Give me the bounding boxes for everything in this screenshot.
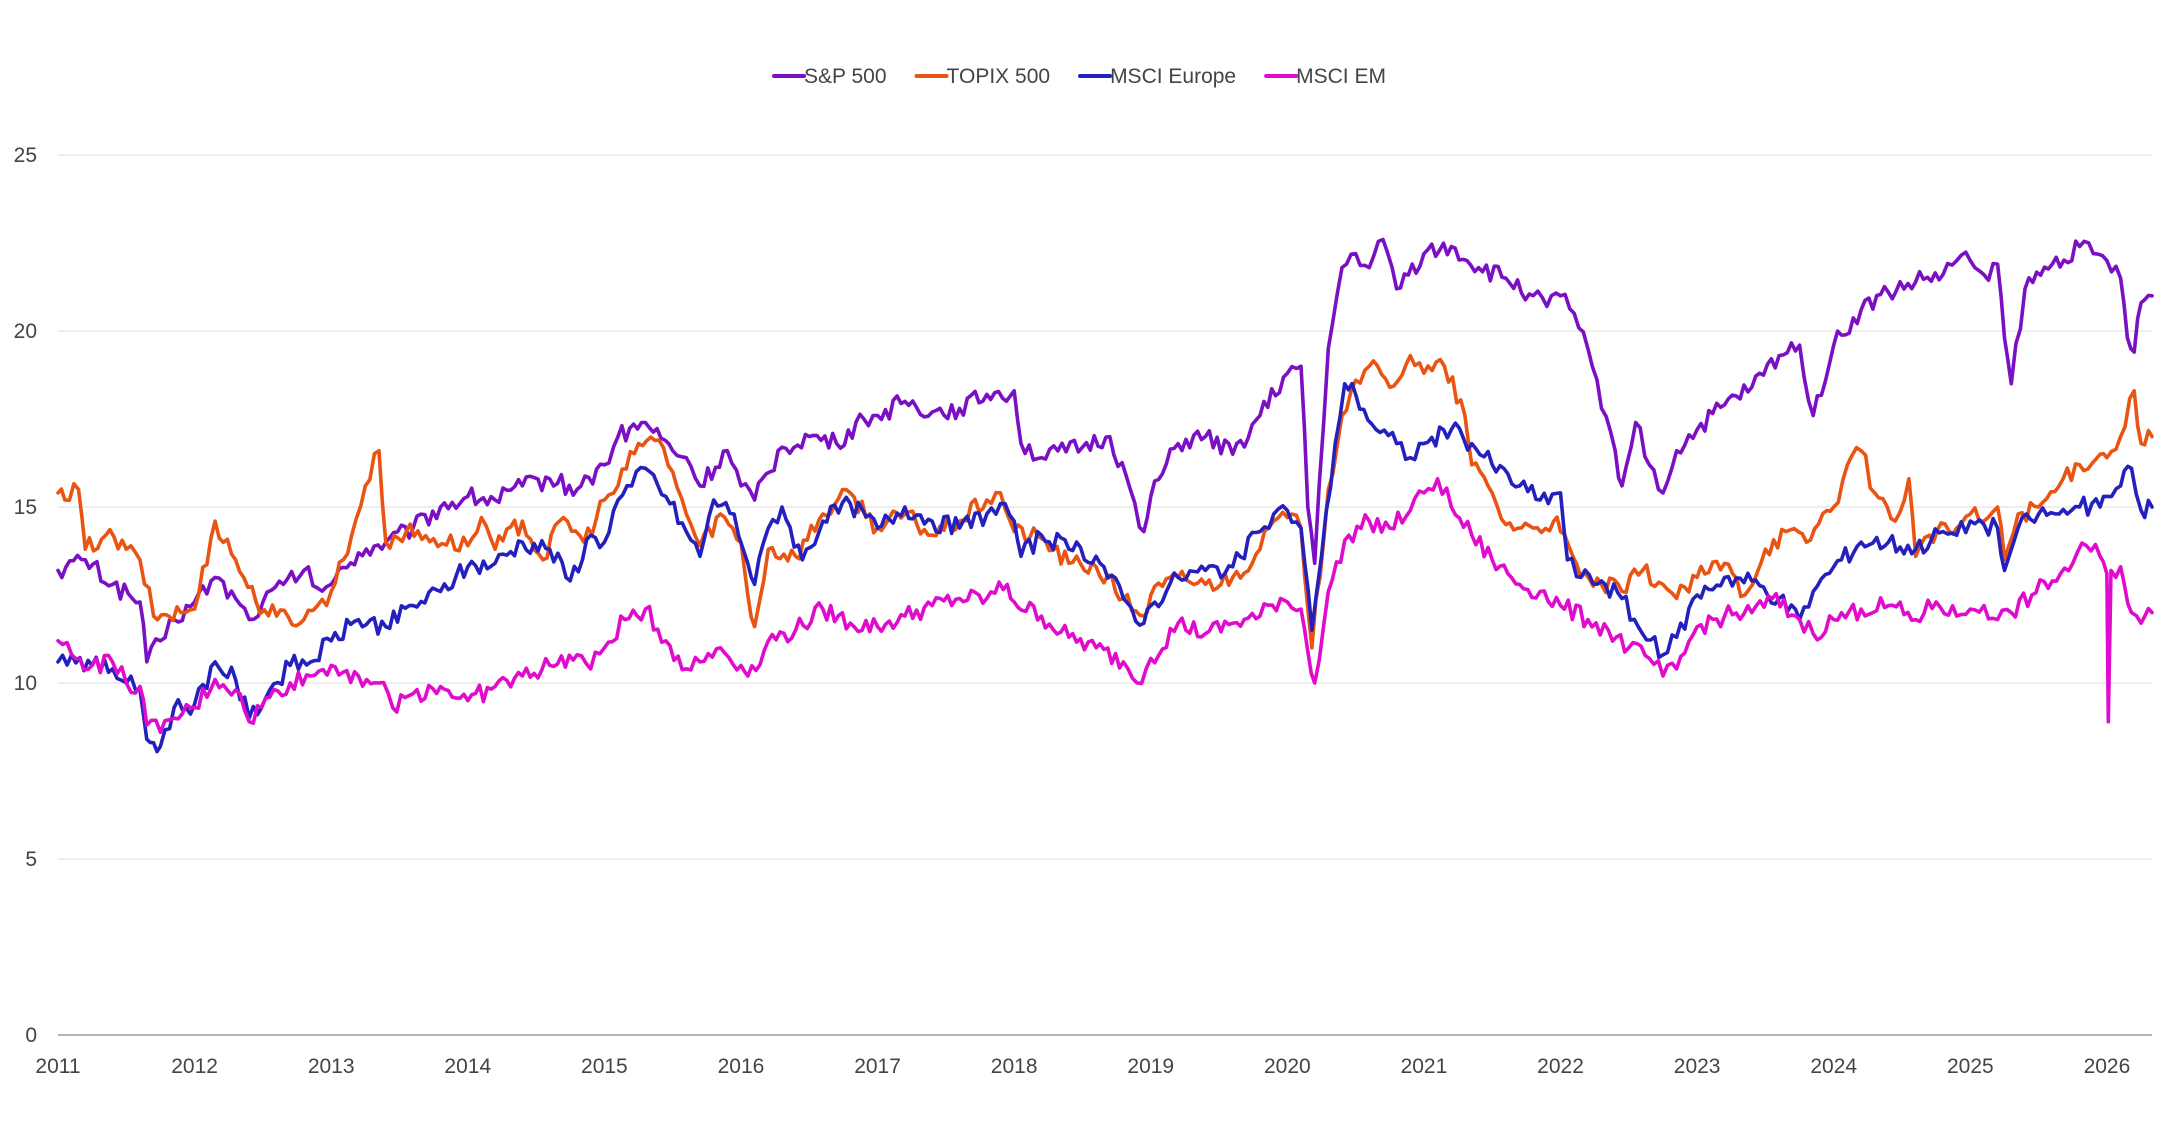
x-tick-label: 2024 xyxy=(1810,1055,1857,1078)
x-tick-label: 2013 xyxy=(308,1055,355,1078)
x-axis-tick-labels: 2011 2012 2013 2014 2015 2016 2017 2018 2019 2020… xyxy=(35,1055,2130,1078)
x-tick-label: 2014 xyxy=(444,1055,491,1078)
series-lines xyxy=(56,237,2154,754)
legend-label: S&P 500 xyxy=(804,65,887,88)
series-line-topix-500 xyxy=(56,353,2154,650)
x-tick-label: 2026 xyxy=(2084,1055,2131,1078)
x-tick-label: 2021 xyxy=(1401,1055,1448,1078)
y-tick-label: 5 xyxy=(25,848,37,871)
y-tick-label: 25 xyxy=(14,144,37,167)
x-tick-label: 2019 xyxy=(1127,1055,1174,1078)
x-tick-label: 2025 xyxy=(1947,1055,1994,1078)
x-tick-label: 2023 xyxy=(1674,1055,1721,1078)
x-tick-label: 2016 xyxy=(718,1055,765,1078)
legend-item: TOPIX 500 xyxy=(914,65,1051,88)
series-line-s-p-500 xyxy=(56,237,2154,664)
x-tick-label: 2015 xyxy=(581,1055,628,1078)
legend-label: TOPIX 500 xyxy=(947,65,1051,88)
x-tick-label: 2017 xyxy=(854,1055,901,1078)
x-tick-label: 2011 xyxy=(35,1055,80,1078)
legend-item: S&P 500 xyxy=(772,65,887,88)
series-line-msci-em xyxy=(56,477,2154,735)
x-tick-label: 2020 xyxy=(1264,1055,1311,1078)
x-tick-label: 2018 xyxy=(991,1055,1038,1078)
legend-item: MSCI EM xyxy=(1264,65,1386,88)
series-line-msci-europe xyxy=(56,381,2154,754)
y-axis-tick-labels: 0 5 10 15 20 25 xyxy=(14,144,37,1047)
x-tick-label: 2022 xyxy=(1537,1055,1584,1078)
legend-label: MSCI EM xyxy=(1296,65,1386,88)
y-tick-label: 0 xyxy=(25,1024,37,1047)
y-tick-label: 10 xyxy=(14,672,37,695)
gridlines xyxy=(58,154,2152,860)
y-tick-label: 20 xyxy=(14,320,37,343)
legend-label: MSCI Europe xyxy=(1110,65,1236,88)
y-tick-label: 15 xyxy=(14,496,37,519)
legend-item: MSCI Europe xyxy=(1078,65,1236,88)
x-tick-label: 2012 xyxy=(171,1055,218,1078)
legend: S&P 500 TOPIX 500 MSCI Europe MSCI EM xyxy=(772,65,1386,88)
